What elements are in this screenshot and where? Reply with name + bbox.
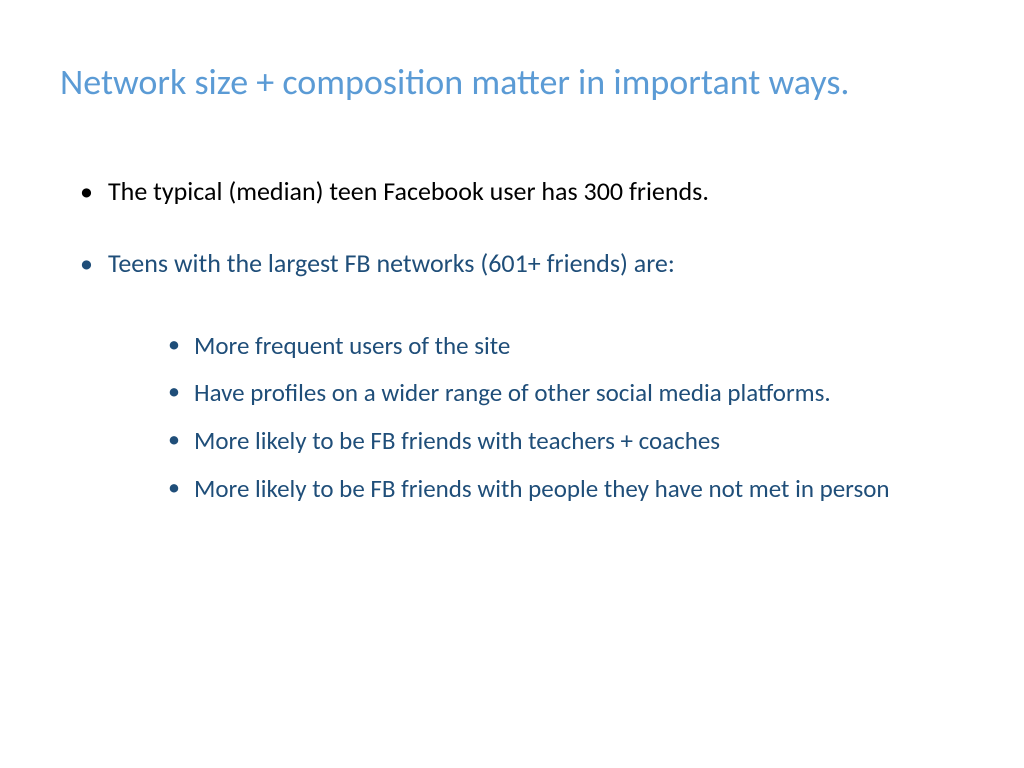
sub-bullet-text: More likely to be FB friends with teache… (194, 425, 720, 456)
sub-bullet-text: More frequent users of the site (194, 330, 510, 361)
slide-title: Network size + composition matter in imp… (60, 60, 964, 105)
bullet-list: The typical (median) teen Facebook user … (60, 175, 964, 506)
sub-bullet-item: More frequent users of the site (168, 329, 964, 363)
bullet-item: The typical (median) teen Facebook user … (80, 175, 964, 209)
sub-bullet-item: Have profiles on a wider range of other … (168, 376, 964, 410)
bullet-text: The typical (median) teen Facebook user … (108, 175, 709, 207)
sub-bullet-item: More likely to be FB friends with teache… (168, 424, 964, 458)
sub-bullet-list: More frequent users of the site Have pro… (108, 329, 964, 506)
sub-bullet-item: More likely to be FB friends with people… (168, 472, 964, 506)
bullet-text: Teens with the largest FB networks (601+… (108, 247, 675, 279)
bullet-item: Teens with the largest FB networks (601+… (80, 247, 964, 506)
sub-bullet-text: Have profiles on a wider range of other … (194, 377, 831, 408)
sub-bullet-text: More likely to be FB friends with people… (194, 473, 890, 504)
